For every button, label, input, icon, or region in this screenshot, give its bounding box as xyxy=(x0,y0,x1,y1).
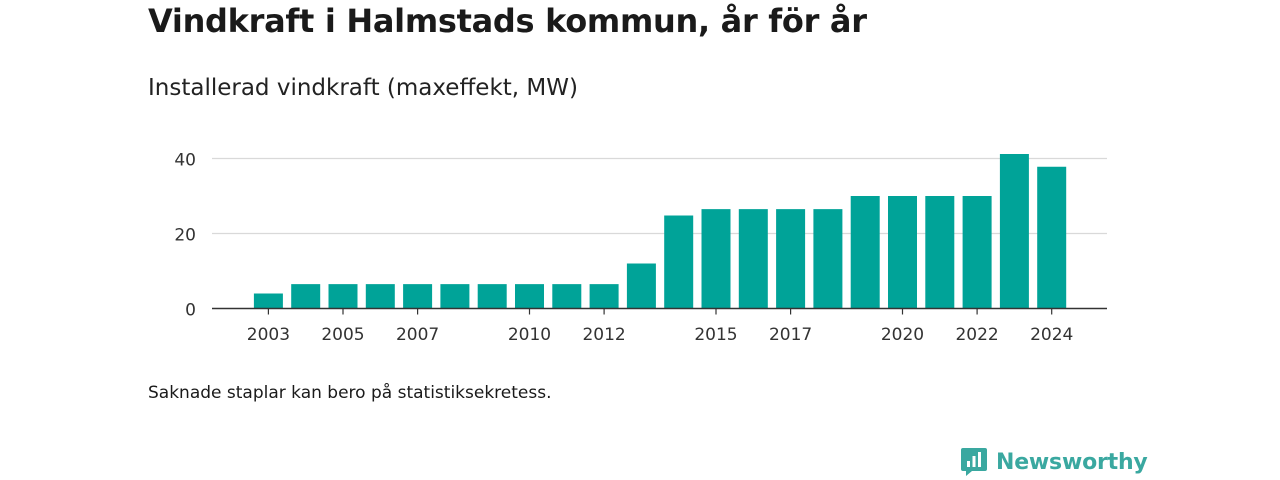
bar xyxy=(850,196,880,309)
x-tick-label: 2024 xyxy=(1030,325,1073,345)
bar-chart: 0 20 40 2003 2005 2007 2010 2012 2015 2017 2020 202… xyxy=(174,151,1107,345)
x-tick-label: 2020 xyxy=(881,325,924,345)
bar xyxy=(962,196,992,309)
bar xyxy=(477,284,507,309)
bar xyxy=(253,293,283,309)
newsworthy-brand[interactable]: Newsworthy xyxy=(960,446,1148,478)
bar xyxy=(291,284,321,309)
bar xyxy=(925,196,955,309)
x-tick-label: 2007 xyxy=(396,325,439,345)
y-tick-label: 0 xyxy=(185,301,196,321)
bar xyxy=(626,263,656,309)
y-tick-label: 20 xyxy=(174,226,196,246)
bar xyxy=(999,154,1029,309)
chart-title: Vindkraft i Halmstads kommun, år för år xyxy=(148,2,867,40)
bar xyxy=(1037,166,1067,309)
bar xyxy=(738,209,768,309)
bar xyxy=(888,196,917,309)
x-tick-label: 2017 xyxy=(769,325,812,345)
x-tick-label: 2022 xyxy=(955,325,998,345)
bar xyxy=(664,215,694,309)
x-tick-label: 2015 xyxy=(694,325,737,345)
x-tick-label: 2010 xyxy=(508,325,551,345)
x-tick-label: 2012 xyxy=(582,325,625,345)
footnote: Saknade staplar kan bero på statistiksek… xyxy=(148,383,552,403)
bar xyxy=(365,284,395,309)
bar xyxy=(440,284,470,309)
bar xyxy=(776,209,806,309)
x-tick-label: 2003 xyxy=(247,325,290,345)
newsworthy-logo-icon xyxy=(961,448,987,476)
x-tick-label: 2005 xyxy=(321,325,364,345)
bar xyxy=(515,284,544,309)
bar xyxy=(589,284,619,309)
brand-name: Newsworthy xyxy=(996,449,1148,475)
bar xyxy=(813,209,843,309)
bar xyxy=(403,284,433,309)
bar xyxy=(701,209,731,309)
chart-subtitle: Installerad vindkraft (maxeffekt, MW) xyxy=(148,75,578,101)
bar xyxy=(328,284,358,309)
y-tick-label: 40 xyxy=(174,151,196,171)
bar xyxy=(552,284,582,309)
